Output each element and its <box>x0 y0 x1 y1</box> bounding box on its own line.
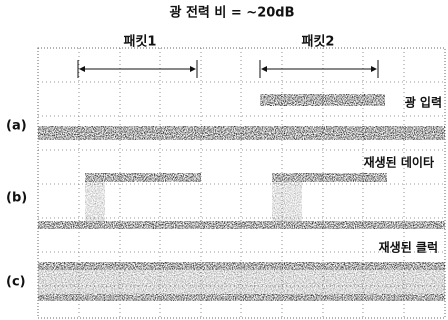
trace-c-high <box>38 262 445 270</box>
title: 광 전력 비 = ~20dB <box>169 5 294 21</box>
trace-b-edge <box>272 182 302 222</box>
panel-tag: (a) <box>6 119 27 134</box>
packet-label: 패킷2 <box>302 35 335 50</box>
trace-b-high <box>85 173 201 182</box>
trace-b-high <box>272 173 387 182</box>
trace-a-high <box>260 94 385 106</box>
trace-a-base <box>38 126 445 140</box>
panel-label: 재생된 데이타 <box>364 155 434 170</box>
traces <box>38 94 445 301</box>
trace-b-edge <box>85 182 105 222</box>
panel-tag: (b) <box>6 191 27 206</box>
packet-markers <box>78 60 378 78</box>
panel-label: 광 입력 <box>405 95 442 110</box>
packet-label: 패킷1 <box>124 35 157 50</box>
panel-label: 재생된 클럭 <box>379 240 438 255</box>
oscilloscope-figure: 광 전력 비 = ~20dB 패킷1 패킷2 <box>0 0 448 320</box>
trace-b-base <box>38 221 445 229</box>
trace-c-low <box>38 294 445 301</box>
page: 광 전력 비 = ~20dB 패킷1 패킷2 <box>0 0 448 320</box>
trace-c-mid <box>38 270 445 294</box>
panel-tag: (c) <box>6 275 26 290</box>
